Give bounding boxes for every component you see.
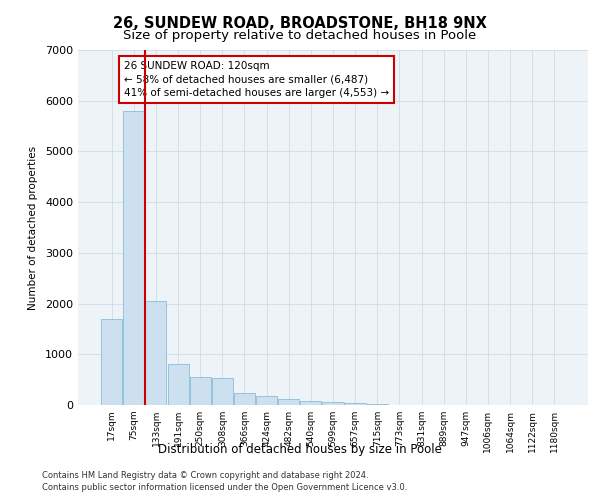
Bar <box>124 111 145 405</box>
Bar <box>278 399 299 405</box>
Bar <box>234 394 255 405</box>
Bar <box>367 404 388 405</box>
Text: Distribution of detached houses by size in Poole: Distribution of detached houses by size … <box>158 442 442 456</box>
Text: 26 SUNDEW ROAD: 120sqm
← 58% of detached houses are smaller (6,487)
41% of semi-: 26 SUNDEW ROAD: 120sqm ← 58% of detached… <box>124 61 389 98</box>
Bar <box>301 402 322 405</box>
Bar <box>212 378 233 405</box>
Text: 26, SUNDEW ROAD, BROADSTONE, BH18 9NX: 26, SUNDEW ROAD, BROADSTONE, BH18 9NX <box>113 16 487 31</box>
Bar <box>322 402 344 405</box>
Text: Size of property relative to detached houses in Poole: Size of property relative to detached ho… <box>124 29 476 42</box>
Y-axis label: Number of detached properties: Number of detached properties <box>28 146 38 310</box>
Bar <box>344 404 365 405</box>
Bar <box>145 301 166 405</box>
Bar <box>190 376 211 405</box>
Text: Contains public sector information licensed under the Open Government Licence v3: Contains public sector information licen… <box>42 483 407 492</box>
Text: Contains HM Land Registry data © Crown copyright and database right 2024.: Contains HM Land Registry data © Crown c… <box>42 471 368 480</box>
Bar <box>167 364 188 405</box>
Bar <box>101 319 122 405</box>
Bar <box>256 396 277 405</box>
